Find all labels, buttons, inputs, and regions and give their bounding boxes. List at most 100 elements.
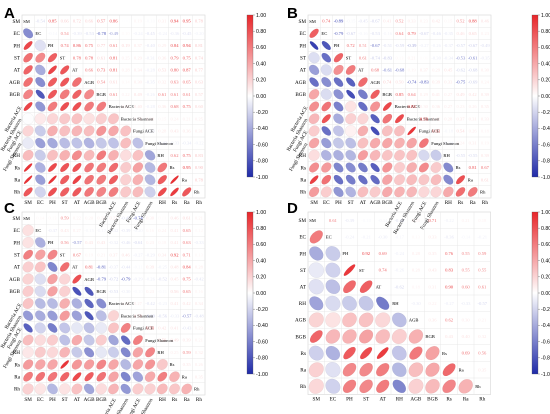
correlation-value: 0.31	[469, 116, 478, 121]
correlation-ellipse	[35, 249, 46, 260]
correlation-value: 0.22	[73, 216, 82, 221]
correlation-value: 0.79	[170, 55, 179, 60]
correlation-ellipse	[59, 150, 70, 161]
correlation-ellipse	[47, 383, 58, 395]
colorbar-tick-label: 0.00	[256, 94, 266, 100]
correlation-ellipse	[35, 174, 46, 185]
correlation-value: 0.24	[456, 141, 465, 146]
correlation-ellipse	[108, 359, 119, 370]
correlation-ellipse	[47, 77, 58, 87]
correlation-ellipse	[370, 89, 380, 99]
y-tick-label: AGB	[295, 318, 306, 324]
colorbar-tick-label: -0.60	[256, 339, 268, 345]
correlation-value: -0.30	[121, 289, 131, 294]
y-tick-label: BGB	[295, 92, 306, 98]
x-tick-label: RH	[396, 397, 403, 403]
correlation-value: -0.45	[145, 31, 155, 36]
correlation-ellipse	[47, 334, 58, 346]
correlation-value: 0.83	[445, 268, 454, 273]
correlation-ellipse	[308, 362, 324, 378]
colorbar-tick-label: 0.40	[256, 61, 266, 67]
colorbar-tick-label: -0.40	[256, 323, 268, 329]
grid-cell	[192, 382, 206, 396]
correlation-value: 0.30	[146, 116, 155, 121]
correlation-ellipse	[325, 312, 341, 328]
colorbar-tick-label: -0.40	[541, 323, 550, 329]
correlation-ellipse	[342, 329, 357, 344]
correlation-ellipse	[409, 346, 423, 360]
correlation-ellipse	[35, 310, 46, 321]
colorbar-tick-label: -1.00	[256, 175, 268, 181]
correlation-ellipse	[23, 175, 33, 184]
correlation-ellipse	[309, 162, 320, 173]
correlation-ellipse	[71, 137, 83, 149]
correlation-ellipse	[430, 149, 442, 161]
correlation-ellipse	[169, 371, 180, 383]
correlation-value: 0.32	[195, 350, 204, 355]
correlation-value: 0.16	[146, 228, 155, 233]
correlation-value: 0.37	[109, 252, 118, 257]
correlation-ellipse	[346, 89, 356, 99]
x-tick-label: AT	[74, 200, 81, 206]
correlation-value: 0.21	[478, 318, 487, 323]
correlation-ellipse	[95, 383, 107, 395]
correlation-ellipse	[144, 150, 156, 161]
correlation-value: 0.54	[97, 80, 106, 85]
correlation-ellipse	[96, 359, 107, 370]
diagonal-label: Bacteria Shannon	[407, 116, 440, 121]
correlation-ellipse	[107, 310, 120, 322]
correlation-value: 0.10	[122, 31, 131, 36]
correlation-ellipse	[60, 65, 70, 75]
correlation-ellipse	[360, 347, 373, 360]
diagonal-label: AT	[358, 68, 364, 73]
correlation-ellipse	[357, 150, 369, 161]
correlation-value: -0.17	[395, 235, 405, 240]
correlation-value: 0.49	[456, 92, 465, 97]
correlation-value: 0.65	[183, 289, 192, 294]
correlation-ellipse	[34, 273, 46, 285]
correlation-ellipse	[443, 162, 454, 173]
correlation-value: -0.67	[419, 31, 429, 36]
correlation-ellipse	[382, 174, 393, 185]
correlation-value: -0.30	[411, 301, 421, 306]
correlation-ellipse	[120, 371, 131, 382]
correlation-value: -0.26	[431, 43, 441, 48]
x-tick-label: AGB	[370, 200, 381, 206]
correlation-value: 0.12	[195, 228, 204, 233]
correlation-value: 0.42	[183, 301, 192, 306]
correlation-ellipse	[23, 52, 33, 63]
correlation-ellipse	[182, 187, 192, 197]
correlation-ellipse	[34, 298, 46, 309]
correlation-value: 0.73	[97, 68, 106, 73]
correlation-value: 0.25	[122, 55, 131, 60]
x-tick-label: SM	[313, 397, 321, 403]
y-tick-label: EC	[13, 31, 20, 37]
correlation-value: 0.64	[395, 31, 404, 36]
x-tick-label: SM	[24, 200, 32, 206]
correlation-ellipse	[369, 149, 381, 161]
correlation-ellipse	[170, 187, 179, 197]
correlation-ellipse	[108, 162, 119, 173]
correlation-value: 0.86	[73, 43, 82, 48]
correlation-ellipse	[358, 295, 374, 311]
correlation-value: -0.69	[468, 80, 478, 85]
correlation-ellipse	[132, 335, 143, 346]
diagonal-label: ST	[346, 55, 352, 60]
correlation-value: 0.18	[478, 218, 487, 223]
correlation-ellipse	[345, 137, 357, 149]
correlation-ellipse	[144, 162, 156, 173]
correlation-ellipse	[333, 64, 344, 75]
correlation-value: 0.28	[444, 116, 453, 121]
x-tick-label: PH	[49, 200, 56, 206]
correlation-ellipse	[144, 186, 156, 198]
correlation-value: 0.61	[109, 43, 118, 48]
correlation-value: -0.28	[145, 68, 155, 73]
correlation-ellipse	[22, 137, 34, 149]
x-tick-label: RH	[445, 200, 452, 206]
correlation-ellipse	[309, 28, 319, 38]
correlation-value: -0.17	[97, 228, 107, 233]
colorbar-tick-label: -1.00	[541, 372, 550, 378]
correlation-ellipse	[392, 312, 407, 328]
diagonal-label: Bacteria ACE	[109, 301, 135, 306]
correlation-ellipse	[382, 162, 393, 173]
